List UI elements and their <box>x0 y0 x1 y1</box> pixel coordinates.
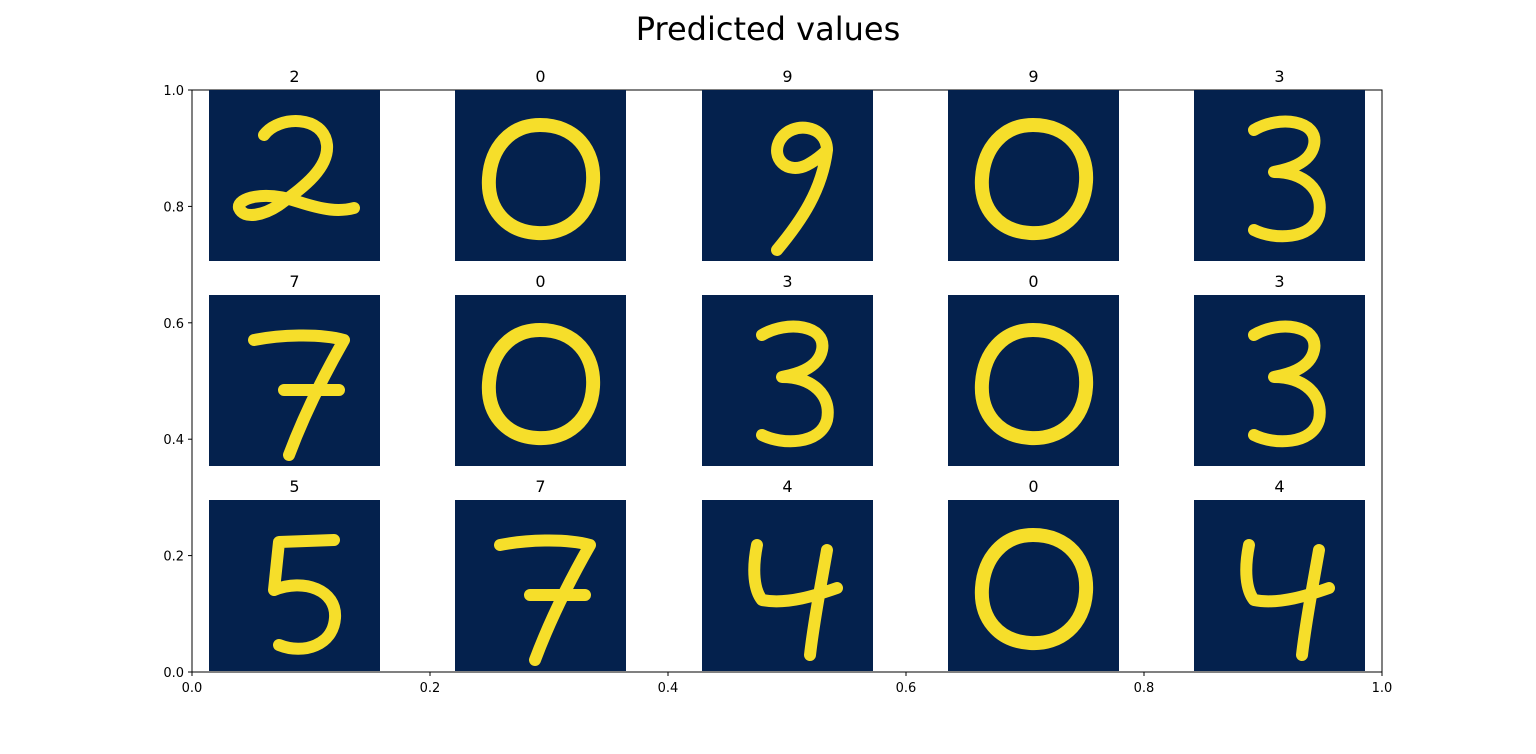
digit-panel: 7 <box>455 477 626 671</box>
y-axis: 0.0 0.2 0.4 0.6 0.8 1.0 <box>163 84 192 681</box>
x-tick-label: 0.0 <box>182 681 203 696</box>
x-tick-label: 0.6 <box>896 681 917 696</box>
x-tick-label: 0.8 <box>1134 681 1155 696</box>
panel-image-background <box>1194 500 1365 671</box>
panel-image-background <box>702 500 873 671</box>
image-grid: 2 0 9 9 3 7 0 3 0 3 5 7 4 0 4 <box>209 67 1365 671</box>
handwritten-digit-stroke <box>771 121 833 256</box>
x-tick-label: 0.2 <box>420 681 441 696</box>
panel-title: 0 <box>1028 272 1038 291</box>
digit-panel: 2 <box>209 67 380 261</box>
panel-title: 0 <box>535 67 545 86</box>
digit-panel: 0 <box>948 477 1119 671</box>
x-tick-label: 0.4 <box>658 681 679 696</box>
handwritten-digit-stroke <box>974 323 1094 446</box>
panel-title: 7 <box>289 272 299 291</box>
digit-panel: 0 <box>455 272 626 466</box>
panel-title: 3 <box>782 272 792 291</box>
digit-panel: 3 <box>1194 272 1365 466</box>
digit-panel: 5 <box>209 477 380 671</box>
handwritten-digit-stroke <box>748 539 843 661</box>
digit-panel: 9 <box>702 67 873 261</box>
figure-title: Predicted values <box>636 10 900 48</box>
handwritten-digit-stroke <box>248 329 350 461</box>
x-tick-label: 1.0 <box>1372 681 1393 696</box>
y-tick-label: 0.8 <box>163 200 184 215</box>
digit-panel: 4 <box>702 477 873 671</box>
panel-title: 5 <box>289 477 299 496</box>
handwritten-digit-stroke <box>494 534 596 666</box>
digit-panel: 9 <box>948 67 1119 261</box>
handwritten-digit-stroke <box>974 528 1094 651</box>
digit-panel: 4 <box>1194 477 1365 671</box>
handwritten-digit-stroke <box>974 118 1094 241</box>
digit-panel: 0 <box>455 67 626 261</box>
panel-title: 4 <box>782 477 792 496</box>
y-tick-label: 1.0 <box>163 84 184 99</box>
handwritten-digit-stroke <box>268 534 341 655</box>
y-tick-label: 0.2 <box>163 550 184 565</box>
handwritten-digit-stroke <box>756 320 834 448</box>
handwritten-digit-stroke <box>233 115 360 221</box>
handwritten-digit-stroke <box>1248 320 1326 448</box>
x-axis: 0.0 0.2 0.4 0.6 0.8 1.0 <box>182 672 1393 696</box>
handwritten-digit-stroke <box>481 118 601 241</box>
y-tick-label: 0.6 <box>163 317 184 332</box>
y-tick-label: 0.4 <box>163 433 184 448</box>
digit-panel: 0 <box>948 272 1119 466</box>
panel-title: 4 <box>1274 477 1284 496</box>
panel-title: 2 <box>289 67 299 86</box>
panel-title: 3 <box>1274 67 1284 86</box>
panel-title: 9 <box>782 67 792 86</box>
panel-title: 7 <box>535 477 545 496</box>
handwritten-digit-stroke <box>481 323 601 446</box>
panel-title: 9 <box>1028 67 1038 86</box>
digit-panel: 3 <box>702 272 873 466</box>
handwritten-digit-stroke <box>1240 539 1335 661</box>
panel-title: 3 <box>1274 272 1284 291</box>
y-tick-label: 0.0 <box>163 666 184 681</box>
panel-title: 0 <box>535 272 545 291</box>
handwritten-digit-stroke <box>1248 115 1326 243</box>
digit-panel: 7 <box>209 272 380 466</box>
digit-panel: 3 <box>1194 67 1365 261</box>
panel-title: 0 <box>1028 477 1038 496</box>
